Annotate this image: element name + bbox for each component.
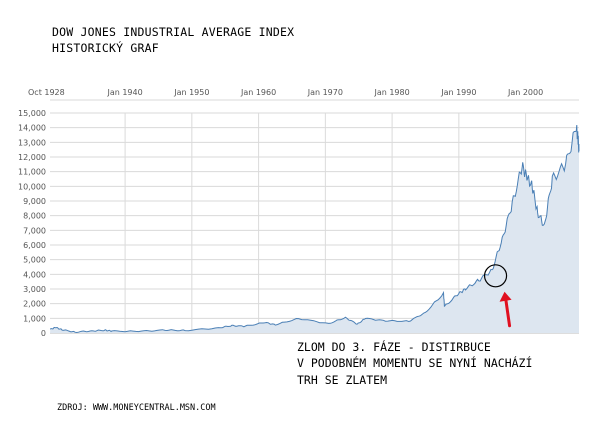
y-tick-label: 6,000 [23,241,46,250]
chart-title-line-1: DOW JONES INDUSTRIAL AVERAGE INDEX [52,25,295,39]
x-tick-label: Jan 2000 [507,88,543,97]
y-axis-ticks: 0 1,000 2,000 3,000 4,000 5,000 6,000 7,000 8,00… [18,109,46,338]
annotation-line-3: TRH SE ZLATEM [297,373,388,387]
dow-jones-chart: 0 1,000 2,000 3,000 4,000 5,000 6,000 7,000 8,00… [18,88,580,338]
source-credit: ZDROJ: WWW.MONEYCENTRAL.MSN.COM [57,403,216,413]
y-tick-label: 4,000 [23,270,46,279]
y-tick-label: 5,000 [23,256,46,265]
breakpoint-circle-marker [483,264,508,288]
y-tick-label: 10,000 [18,182,46,191]
y-tick-label: 11,000 [18,168,46,177]
y-tick-label: 12,000 [18,153,46,162]
series-area-fill [50,125,579,333]
y-tick-label: 0 [41,329,46,338]
x-tick-label: Jan 1970 [307,88,343,97]
x-tick-label: Jan 1940 [106,88,142,97]
x-tick-label: Jan 1960 [240,88,276,97]
x-axis-ticks: Oct 1928 Jan 1940 Jan 1950 Jan 1960 Jan 1970… [28,88,543,97]
x-tick-label: Oct 1928 [28,88,65,97]
annotation-line-1: ZLOM DO 3. FÁZE - DISTIRBUCE [297,340,491,354]
y-tick-label: 15,000 [18,109,46,118]
y-tick-label: 14,000 [18,124,46,133]
y-tick-label: 7,000 [23,226,46,235]
y-tick-label: 1,000 [23,314,46,323]
y-tick-label: 2,000 [23,300,46,309]
arrow-shaft [504,296,512,328]
y-tick-label: 9,000 [23,197,46,206]
y-tick-label: 13,000 [18,138,46,147]
chart-title-line-2: HISTORICKÝ GRAF [52,41,159,55]
y-tick-label: 8,000 [23,212,46,221]
red-arrow-icon [499,291,512,328]
x-tick-label: Jan 1990 [440,88,476,97]
arrow-head [499,291,512,302]
x-tick-label: Jan 1980 [373,88,409,97]
y-tick-label: 3,000 [23,285,46,294]
series-line [49,124,580,334]
x-tick-label: Jan 1950 [173,88,209,97]
annotation-line-2: V PODOBNÉM MOMENTU SE NYNÍ NACHÁZÍ [297,356,533,370]
